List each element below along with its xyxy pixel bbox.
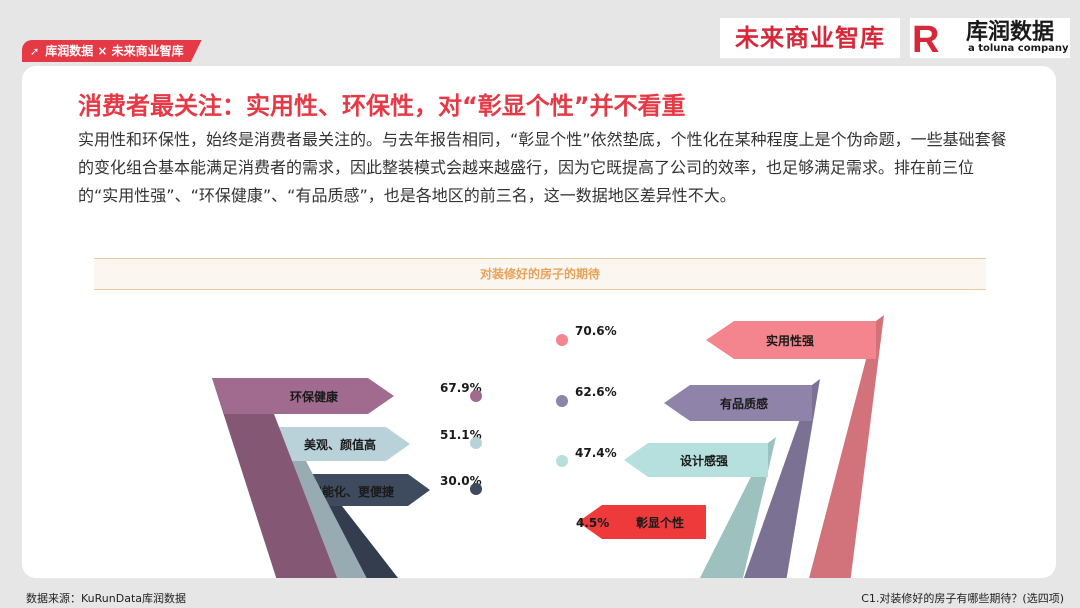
legend-dot-cat-2 — [556, 395, 568, 407]
survey-question: C1.对装修好的房子有哪些期待？(选四项) — [861, 592, 1064, 605]
kurun-logo: R — [910, 18, 1070, 58]
category-label-cat-5: 智能化、更便捷 — [309, 484, 395, 499]
chart-title: 对装修好的房子的期待 — [94, 258, 986, 290]
bar-arrow-cat-1 — [212, 378, 394, 414]
bar-ribbon-cat-0 — [809, 315, 884, 578]
bar-arrow-cat-0 — [706, 321, 876, 359]
value-label-cat-0: 70.6% — [575, 324, 617, 338]
category-label-cat-1: 环保健康 — [290, 389, 339, 404]
value-label-cat-5: 30.0% — [440, 474, 482, 488]
legend-dot-cat-5 — [470, 483, 482, 495]
category-label-cat-6: 彰显个性 — [636, 515, 684, 530]
arrow-bar-chart: 智能化、更便捷 30.0% 美观、颜值高 51.1% 环保健康 67.9% 实用性强 70.6… — [212, 315, 884, 578]
category-label-cat-0: 实用性强 — [766, 333, 814, 348]
legend-dot-cat-3 — [470, 437, 482, 449]
value-label-cat-1: 67.9% — [440, 381, 482, 395]
category-label-cat-2: 有品质感 — [720, 396, 768, 411]
logo-subtitle: a toluna company — [968, 43, 1069, 54]
bar-arrow-cat-2 — [664, 385, 812, 421]
category-label-cat-4: 设计感强 — [680, 453, 728, 468]
bar-arrow-cat-6 — [578, 505, 706, 539]
data-source: 数据来源：KuRunData库润数据 — [26, 592, 186, 605]
legend-dot-cat-4 — [556, 455, 568, 467]
legend-dot-cat-0 — [556, 334, 568, 346]
brand-name-cn: 未来商业智库 — [720, 18, 900, 58]
content-card: 消费者最关注：实用性、环保性，对“彰显个性”并不看重 实用性和环保性，始终是消费… — [22, 66, 1056, 578]
bar-ribbon-cat-2 — [743, 379, 820, 578]
value-label-cat-6: 4.5% — [576, 516, 609, 530]
logo-name: 库润数据 — [966, 20, 1055, 45]
value-label-cat-2: 62.6% — [575, 385, 617, 399]
page-title: 消费者最关注：实用性、环保性，对“彰显个性”并不看重 — [78, 92, 686, 120]
logo-letter: R — [912, 19, 939, 58]
brand-tag-label: 库润数据 × 未来商业智库 — [45, 44, 184, 58]
arrow-up-right-icon: ➚ — [30, 45, 40, 58]
value-label-cat-3: 51.1% — [440, 428, 482, 442]
value-label-cat-4: 47.4% — [575, 446, 617, 460]
bar-arrow-cat-4 — [624, 443, 768, 477]
intro-paragraph: 实用性和环保性，始终是消费者最关注的。与去年报告相同，“彰显个性”依然垫底，个性… — [78, 130, 1007, 205]
bar-ribbon-cat-1 — [212, 378, 338, 578]
legend-dot-cat-1 — [470, 390, 482, 402]
category-label-cat-3: 美观、颜值高 — [304, 437, 376, 452]
brand-tag: ➚ 库润数据 × 未来商业智库 — [22, 40, 202, 62]
